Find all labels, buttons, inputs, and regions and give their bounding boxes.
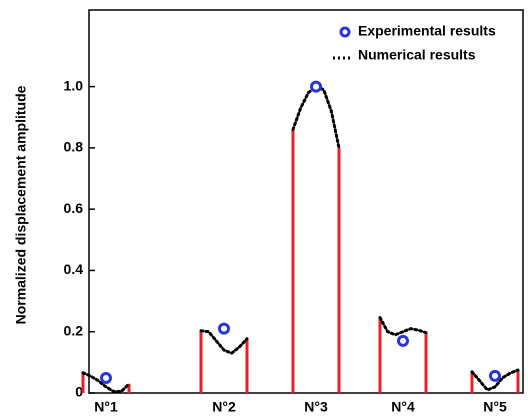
x-tick-label: N°4: [391, 399, 415, 415]
y-tick-label: 0: [75, 384, 83, 400]
y-tick-label: 1.0: [64, 77, 84, 93]
legend-marker: [339, 26, 351, 38]
x-tick-label: N°2: [212, 399, 236, 415]
legend-label: Experimental results: [358, 23, 496, 39]
numerical-curve: [199, 329, 249, 355]
experimental-point: [397, 334, 409, 347]
y-tick-label: 0.6: [64, 200, 84, 216]
numerical-curve: [291, 84, 341, 150]
numerical-curve: [378, 316, 428, 337]
numerical-curve: [81, 371, 131, 393]
experimental-point: [489, 369, 501, 382]
y-axis-label: Normalized displacement amplitude: [13, 85, 29, 324]
experimental-point: [100, 371, 112, 384]
y-tick-label: 0.8: [64, 139, 84, 155]
y-tick-label: 0.4: [64, 261, 84, 277]
x-tick-label: N°5: [483, 399, 507, 415]
x-tick-label: N°1: [94, 399, 118, 415]
experimental-point: [218, 322, 230, 335]
x-tick-label: N°3: [304, 399, 328, 415]
numerical-curve: [470, 368, 520, 392]
y-tick-label: 0.2: [64, 322, 84, 338]
plot-frame: [88, 9, 524, 394]
legend-label: Numerical results: [358, 47, 476, 63]
experimental-point: [310, 80, 322, 93]
